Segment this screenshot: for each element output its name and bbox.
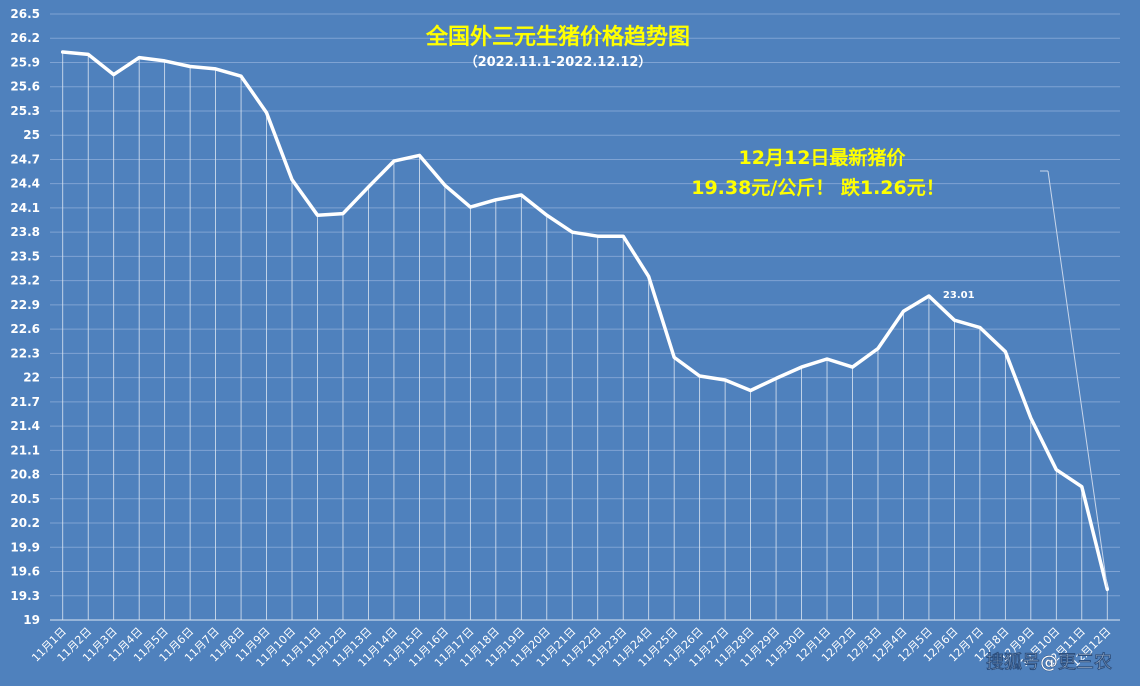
data-point [61, 50, 64, 54]
annotation-line1: 12月12日最新猪价 [739, 146, 907, 169]
data-point [392, 159, 396, 163]
y-tick-label: 26.5 [10, 7, 40, 21]
data-point [672, 356, 676, 359]
y-tick-label: 22 [23, 371, 40, 385]
data-point [214, 67, 217, 71]
data-point [137, 56, 141, 59]
data-point [698, 374, 701, 378]
data-point [545, 213, 548, 217]
y-tick-label: 21.4 [10, 419, 40, 433]
data-point [494, 198, 498, 202]
data-point [367, 185, 370, 189]
data-point [622, 235, 625, 238]
y-tick-label: 21.7 [10, 395, 40, 409]
data-point [418, 154, 421, 157]
data-point [469, 205, 472, 209]
data-point [825, 357, 829, 361]
y-tick-label: 22.9 [10, 298, 40, 312]
y-tick-label: 23.8 [10, 225, 40, 239]
data-point [443, 184, 447, 187]
y-tick-label: 20.2 [10, 516, 40, 530]
data-point [520, 193, 523, 197]
data-point [723, 378, 727, 382]
data-point [1106, 588, 1109, 591]
data-point [647, 275, 650, 278]
y-tick-label: 25.3 [10, 104, 40, 118]
data-point [112, 73, 115, 76]
data-point [774, 377, 778, 380]
data-point [239, 75, 243, 78]
data-point [927, 294, 931, 298]
data-point [188, 65, 192, 68]
chart-title: 全国外三元生猪价格趋势图 [425, 24, 690, 50]
y-axis-ticks: 26.5 26.2 25.9 25.6 25.3 25 24.7 24.4 24.1 23.8 23… [10, 7, 40, 627]
data-point [1004, 350, 1007, 353]
data-point [800, 365, 803, 369]
data-point [163, 59, 166, 63]
y-tick-label: 19 [23, 613, 40, 627]
y-tick-label: 24.1 [10, 201, 40, 215]
watermark: 搜狐号@更三农 [986, 651, 1112, 673]
data-point [316, 213, 319, 217]
peak-data-label: 23.01 [943, 290, 975, 301]
data-point [876, 347, 880, 350]
y-tick-label: 26.2 [10, 31, 40, 45]
y-tick-label: 22.6 [10, 322, 40, 336]
data-point [596, 235, 599, 238]
y-tick-label: 20.5 [10, 492, 40, 506]
y-tick-label: 25.9 [10, 55, 40, 69]
data-point [1029, 416, 1033, 420]
data-point [265, 111, 268, 114]
data-point [341, 212, 345, 215]
y-tick-label: 20.8 [10, 468, 40, 482]
data-point [571, 230, 574, 234]
drop-lines [62, 51, 1108, 620]
y-tick-label: 24.7 [10, 152, 40, 166]
annotation-pointer-line [1047, 170, 1108, 588]
price-series [60, 50, 1110, 592]
data-point [290, 178, 294, 181]
data-point [749, 389, 752, 392]
price-series-line [60, 50, 1110, 592]
y-tick-label: 23.2 [10, 274, 40, 288]
data-point [978, 326, 982, 329]
y-tick-label: 25 [23, 128, 40, 142]
data-point [953, 319, 956, 322]
y-tick-label: 23.5 [10, 249, 40, 263]
y-tick-label: 19.6 [10, 565, 40, 579]
y-tick-label: 22.3 [10, 346, 40, 360]
data-point [851, 365, 854, 369]
annotation-line2: 19.38元/公斤！ 跌1.26元！ [691, 176, 945, 199]
y-tick-label: 19.3 [10, 589, 40, 603]
gridlines [50, 13, 1120, 621]
data-point [902, 310, 905, 313]
y-tick-label: 25.6 [10, 80, 40, 94]
y-tick-label: 19.9 [10, 540, 40, 554]
y-tick-label: 21.1 [10, 443, 40, 457]
data-point [1080, 485, 1083, 488]
y-tick-label: 24.4 [10, 177, 40, 191]
data-point [87, 53, 90, 56]
data-point [1055, 468, 1058, 471]
chart-subtitle: （2022.11.1-2022.12.12） [465, 54, 652, 70]
